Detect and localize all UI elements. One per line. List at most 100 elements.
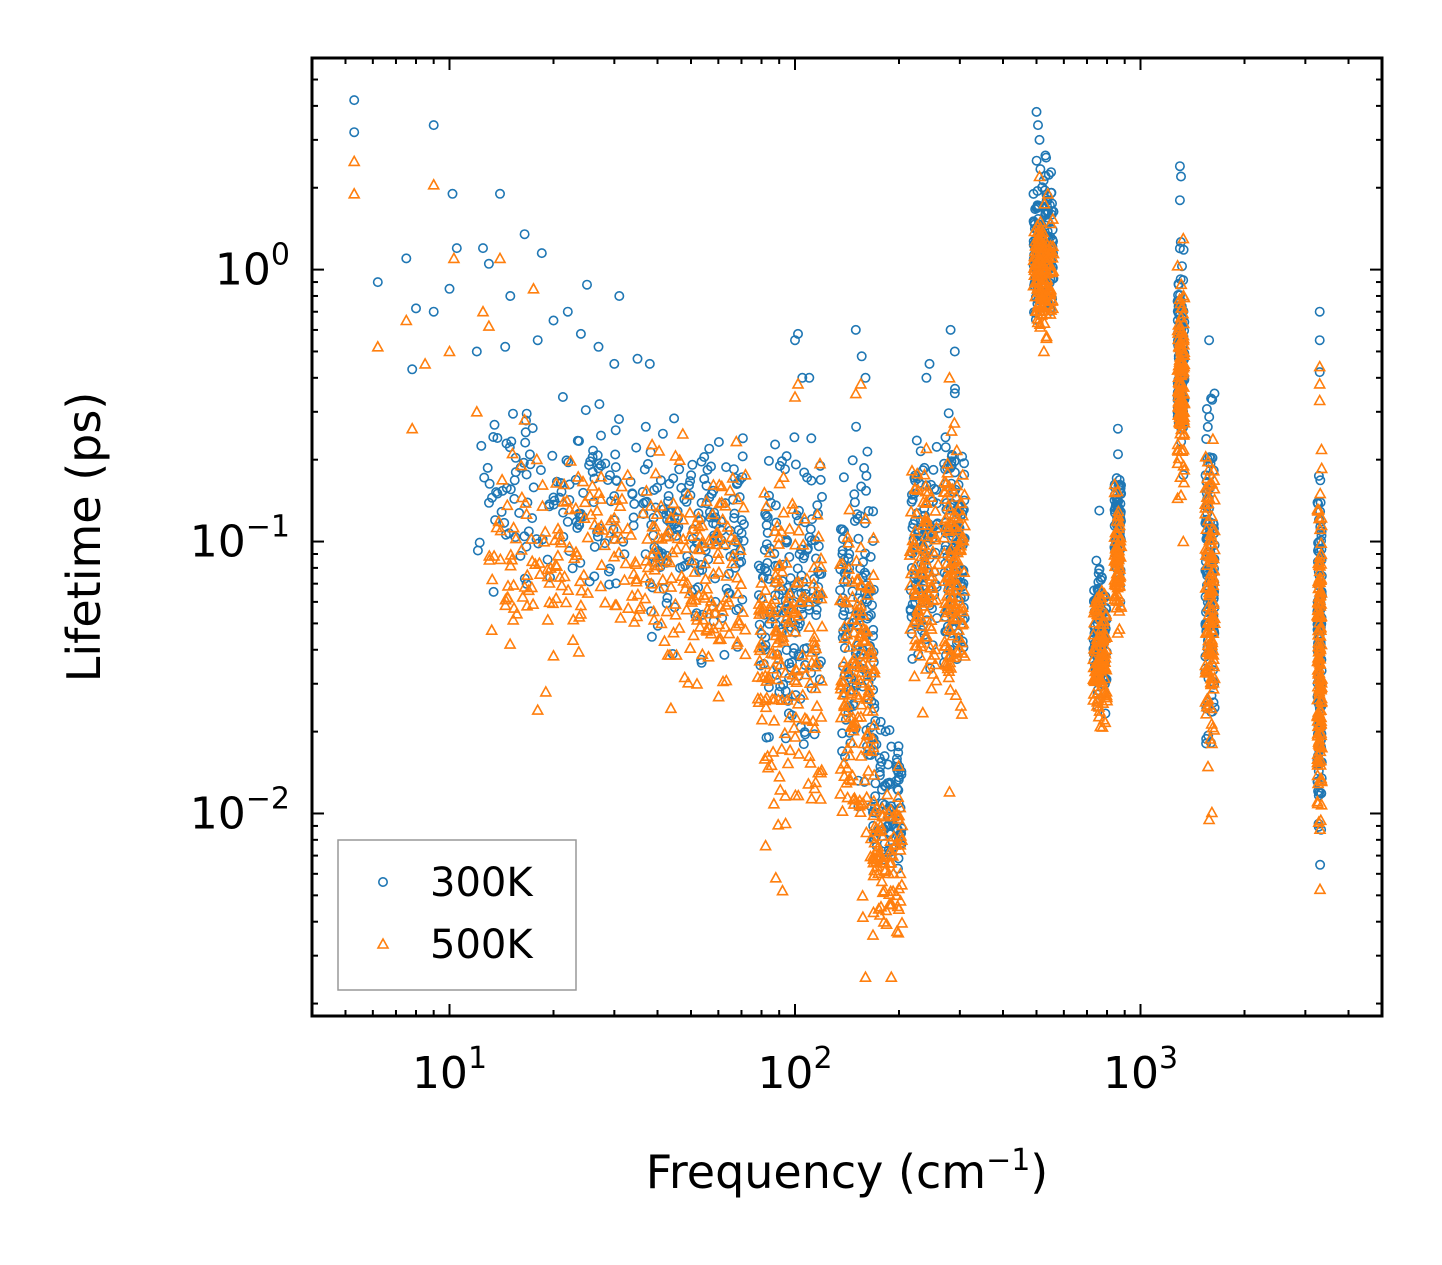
data-point-300K: [428, 120, 439, 131]
data-point-500K: [888, 838, 902, 850]
data-point-500K: [781, 756, 795, 769]
data-point-500K: [578, 495, 592, 508]
data-point-300K: [885, 778, 896, 789]
data-point-500K: [1313, 564, 1327, 577]
data-point-500K: [645, 577, 658, 589]
data-point-300K: [1113, 449, 1124, 460]
data-point-500K: [943, 371, 956, 383]
data-point-500K: [598, 538, 612, 551]
data-point-500K: [1311, 755, 1324, 768]
data-point-500K: [690, 677, 704, 689]
data-point-300K: [763, 490, 774, 501]
data-point-500K: [685, 595, 699, 607]
data-point-500K: [916, 706, 930, 718]
ticks-layer: 101 102 103 10−2 10−1 100: [190, 57, 1383, 1099]
data-point-500K: [652, 444, 666, 456]
data-point-500K: [1315, 774, 1329, 787]
data-point-500K: [712, 565, 726, 578]
data-point-500K: [1108, 485, 1122, 498]
data-point-300K: [693, 508, 704, 519]
data-point-500K: [920, 607, 934, 619]
data-point-500K: [1313, 882, 1327, 895]
data-point-500K: [1040, 263, 1053, 275]
data-point-500K: [712, 690, 725, 702]
data-point-300K: [563, 457, 574, 468]
data-point-500K: [792, 524, 806, 536]
data-point-500K: [867, 531, 880, 543]
data-point-500K: [726, 549, 740, 562]
data-point-300K: [528, 482, 539, 493]
data-point-500K: [791, 697, 805, 709]
data-point-500K: [499, 598, 512, 611]
data-point-300K: [957, 451, 968, 462]
data-point-500K: [799, 667, 813, 680]
data-point-500K: [914, 549, 928, 562]
data-point-500K: [846, 719, 859, 732]
data-point-500K: [700, 582, 714, 594]
data-point-500K: [676, 513, 690, 525]
data-point-500K: [853, 626, 867, 639]
data-point-500K: [574, 598, 588, 611]
data-point-500K: [926, 544, 940, 557]
data-point-300K: [868, 506, 879, 517]
data-point-300K: [349, 95, 360, 106]
data-point-500K: [804, 756, 817, 768]
data-point-500K: [929, 673, 943, 686]
data-point-500K: [683, 641, 697, 654]
data-point-500K: [867, 856, 880, 868]
data-point-500K: [838, 619, 851, 632]
data-point-500K: [834, 710, 848, 723]
data-point-300K: [572, 522, 583, 533]
data-point-500K: [719, 673, 733, 686]
data-point-500K: [685, 553, 699, 566]
data-point-500K: [792, 609, 806, 621]
data-point-500K: [731, 571, 744, 583]
data-point-300K: [1206, 393, 1217, 404]
data-point-300K: [625, 476, 636, 487]
data-point-500K: [1174, 277, 1188, 290]
data-point-500K: [506, 613, 520, 625]
data-point-500K: [917, 538, 931, 550]
data-point-500K: [627, 615, 641, 627]
data-point-500K: [639, 571, 652, 583]
data-point-500K: [919, 479, 933, 491]
data-point-300K: [629, 498, 640, 509]
data-point-500K: [882, 897, 896, 910]
data-point-500K: [949, 612, 962, 625]
data-point-500K: [739, 647, 752, 660]
data-point-300K: [600, 458, 611, 469]
data-point-500K: [938, 485, 952, 498]
data-point-500K: [571, 470, 585, 482]
data-point-500K: [944, 683, 957, 695]
data-point-500K: [894, 894, 907, 906]
data-point-500K: [1198, 507, 1212, 519]
data-point-500K: [919, 495, 933, 507]
data-point-500K: [483, 553, 496, 565]
data-point-500K: [1171, 444, 1185, 456]
data-point-500K: [906, 563, 920, 575]
data-point-500K: [567, 551, 581, 564]
data-point-500K: [798, 512, 811, 524]
data-point-500K: [867, 568, 880, 581]
data-point-500K: [938, 492, 952, 504]
data-point-500K: [1171, 437, 1185, 450]
data-point-500K: [1174, 470, 1187, 483]
data-point-500K: [904, 622, 917, 634]
data-point-500K: [833, 593, 847, 606]
data-point-300K: [676, 482, 687, 493]
data-point-300K: [780, 733, 791, 744]
data-point-300K: [527, 423, 538, 434]
data-point-500K: [949, 688, 963, 701]
data-point-500K: [852, 673, 866, 686]
data-point-500K: [661, 648, 675, 660]
data-point-500K: [719, 598, 733, 610]
data-point-300K: [856, 351, 867, 362]
data-point-300K: [1111, 499, 1122, 510]
data-point-500K: [630, 575, 643, 587]
data-point-500K: [854, 599, 868, 611]
data-point-500K: [347, 154, 361, 167]
data-point-500K: [802, 595, 816, 607]
data-point-500K: [925, 681, 938, 694]
data-point-500K: [1315, 637, 1328, 650]
data-point-300K: [674, 464, 685, 475]
